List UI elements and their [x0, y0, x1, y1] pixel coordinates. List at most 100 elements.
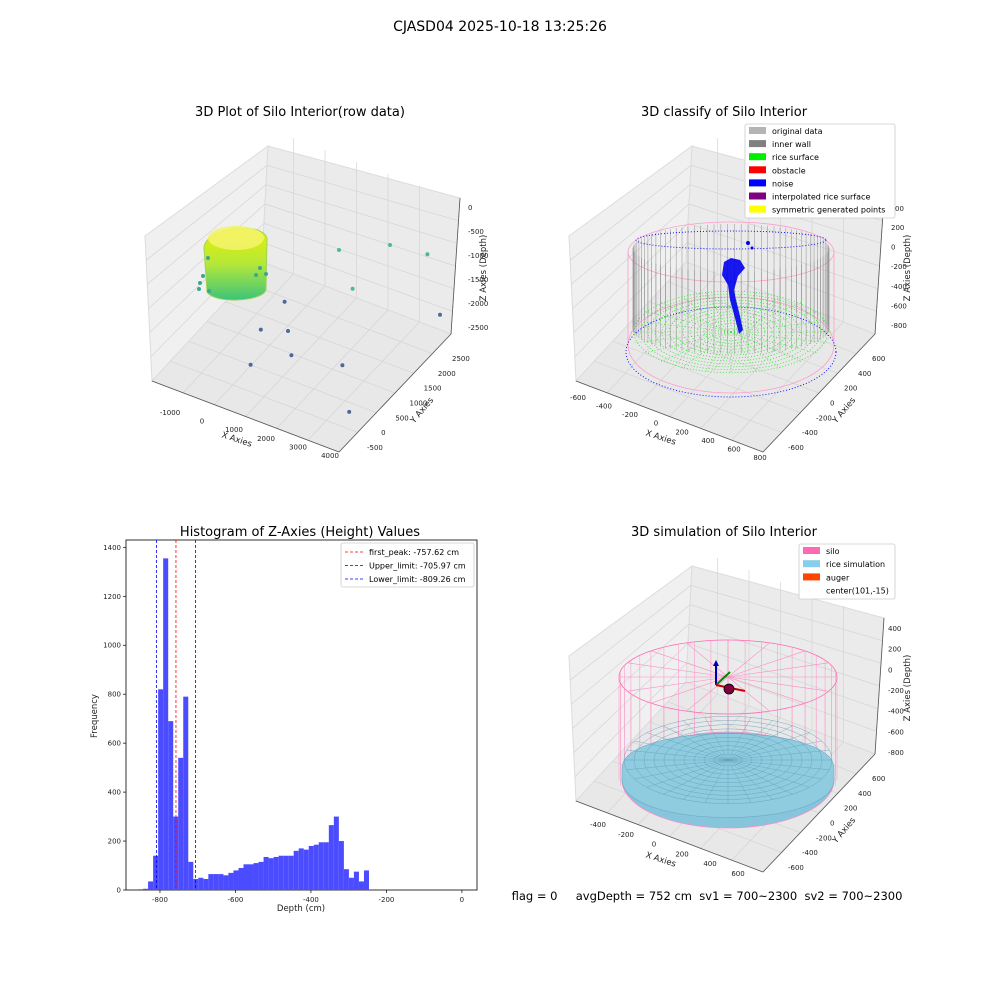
grid-line [688, 203, 880, 267]
rice-mesh-spoke [727, 759, 752, 803]
tick-label: 200 [844, 385, 857, 393]
z-axis-line [874, 617, 885, 755]
histogram-bar [268, 858, 274, 890]
rice-mesh-spoke [704, 759, 729, 803]
tick-label: -500 [468, 228, 484, 236]
grid-line [262, 242, 453, 312]
histogram-bar [328, 825, 334, 890]
rice-mesh-spoke [646, 732, 729, 761]
grid-line [265, 184, 458, 244]
grid-line [572, 203, 690, 309]
tick-label: -200 [816, 834, 832, 842]
legend-label: center(101,-15) [826, 587, 889, 596]
tick-label: 4000 [321, 452, 339, 460]
grid-line [147, 184, 267, 285]
grid-line [263, 223, 455, 289]
histogram-x-label: Depth (cm) [277, 904, 325, 914]
rice-mesh-spoke [682, 759, 729, 800]
histogram-bar [298, 848, 304, 890]
grid-line [574, 242, 688, 358]
tick-label: 0 [200, 418, 204, 426]
legend-label: Lower_limit: -809.26 cm [369, 575, 466, 584]
tick-label: 400 [888, 625, 901, 633]
histogram-bar [253, 863, 259, 890]
tick-label: -600 [788, 444, 804, 452]
legend-swatch [803, 547, 820, 554]
legend-swatch [749, 153, 766, 161]
raw-plot-axes-box [144, 138, 461, 453]
histogram-bar [198, 877, 204, 890]
histogram-plot-area: -800 -600 -400 -200 0 0 200 400 600 800 1000 1200 14… [103, 539, 478, 904]
tick-label: -200 [888, 687, 904, 695]
tick-label: 400 [858, 790, 871, 798]
raw-data-point [207, 289, 211, 293]
legend-frame [340, 542, 475, 588]
histogram-bar [288, 855, 294, 890]
tick-label: -600 [788, 864, 804, 872]
y-tick-label: 1000 [103, 642, 121, 650]
histogram-bar [323, 842, 329, 890]
tick-label: 3000 [289, 443, 307, 451]
legend-swatch [749, 140, 766, 148]
grid-line [687, 223, 879, 289]
rice-surface-ring [710, 323, 752, 341]
raw-outlier-point [438, 312, 442, 317]
rice-mesh-spoke [626, 759, 729, 770]
histogram-bar [283, 855, 289, 890]
raw-outlier-point [258, 327, 263, 332]
histogram-bar [273, 856, 279, 890]
simulation-plot-shapes [618, 639, 838, 829]
tick-label: 200 [844, 805, 857, 813]
raw-data-3d-plot: 3D Plot of Silo Interior(row data) -1000… [144, 105, 489, 460]
tick-label: 400 [703, 860, 716, 868]
rice-surface-spoke [660, 331, 732, 362]
histogram-title: Histogram of Z-Axies (Height) Values [180, 525, 420, 540]
histogram-bar [343, 869, 349, 890]
rice-mesh-spoke [727, 740, 822, 761]
histogram-bar [163, 558, 169, 890]
grid-line [571, 184, 691, 285]
rice-mesh-spoke [727, 759, 793, 795]
tick-label: 1500 [424, 385, 442, 393]
legend-label: rice simulation [826, 560, 885, 569]
raw-outlier-point [289, 353, 294, 358]
tick-label: 0 [891, 244, 895, 252]
rice-surface-spoke [730, 302, 802, 333]
tick-label: 2000 [257, 435, 275, 443]
rice-surface-spoke [730, 320, 828, 333]
rice-mesh-spoke [727, 759, 810, 788]
tick-label: 0 [654, 420, 658, 428]
rice-mesh-spoke [646, 759, 729, 788]
histogram-bar [143, 888, 149, 890]
histogram-bar [183, 696, 189, 890]
legend-swatch [749, 127, 766, 134]
tick-label: -400 [596, 403, 612, 411]
raw-outlier-point [425, 252, 430, 257]
figure-suptitle: CJASD04 2025-10-18 13:25:26 [393, 19, 607, 35]
rice-surface-spoke [704, 331, 732, 373]
histogram-bar [218, 874, 224, 890]
histogram-bar [258, 861, 264, 890]
tick-label: 0 [468, 204, 472, 212]
raw-data-point [258, 266, 262, 270]
rice-surface-spoke [730, 331, 782, 369]
histogram-legend: first_peak: -757.62 cm Upper_limit: -705.… [340, 542, 475, 588]
silo-top-spoke [727, 676, 829, 692]
tick-label: 0 [830, 400, 834, 408]
rice-mesh-spoke [634, 759, 729, 780]
x-tick-label: -800 [152, 896, 168, 904]
histogram-bar [223, 875, 229, 890]
simulation-plot-title: 3D simulation of Silo Interior [631, 525, 818, 540]
tick-label: 1000 [225, 426, 243, 434]
rice-surface-spoke [680, 295, 732, 333]
tick-label: 200 [675, 428, 688, 436]
grid-line [571, 604, 691, 705]
legend-label: obstacle [772, 166, 806, 175]
raw-data-point [198, 281, 202, 285]
tick-label: 1000 [410, 400, 428, 408]
tick-label: 2000 [438, 370, 456, 378]
tick-label: 400 [858, 370, 871, 378]
raw-data-point [197, 287, 201, 291]
histogram-bar [313, 844, 319, 890]
